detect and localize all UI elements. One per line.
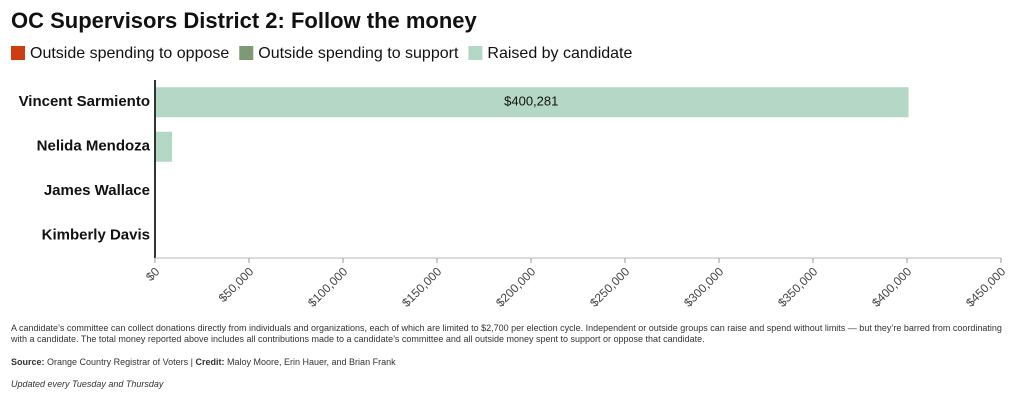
y-tick-label: Kimberly Davis xyxy=(42,227,150,244)
x-tick-label: $100,000 xyxy=(305,264,351,310)
x-tick-label: $400,000 xyxy=(869,264,915,310)
x-tick-label: $50,000 xyxy=(216,264,257,305)
y-tick-label: Vincent Sarmiento xyxy=(19,93,150,110)
credit-label: Credit: xyxy=(195,357,225,367)
x-tick-label: $0 xyxy=(143,264,163,284)
y-tick-label: James Wallace xyxy=(44,182,150,199)
source-label: Source: xyxy=(11,357,45,367)
credit: Maloy Moore, Erin Hauer, and Brian Frank xyxy=(227,357,396,367)
separator: | xyxy=(190,357,193,367)
chart-title: OC Supervisors District 2: Follow the mo… xyxy=(11,8,478,33)
legend-label: Outside spending to support xyxy=(258,45,459,62)
x-tick-label: $150,000 xyxy=(399,264,445,310)
value-label: $400,281 xyxy=(504,94,558,109)
y-tick-label: Nelida Mendoza xyxy=(37,138,151,155)
legend-label: Outside spending to oppose xyxy=(30,45,229,62)
legend-swatch xyxy=(468,46,483,60)
source: Orange Country Registrar of Voters xyxy=(47,357,189,367)
legend-label: Raised by candidate xyxy=(487,45,632,62)
source-line: Source: Orange Country Registrar of Vote… xyxy=(11,357,1011,368)
chart: OC Supervisors District 2: Follow the mo… xyxy=(11,8,1009,310)
bar xyxy=(156,131,172,162)
x-tick-label: $300,000 xyxy=(681,264,727,310)
x-tick-label: $350,000 xyxy=(775,264,821,310)
x-tick-label: $200,000 xyxy=(493,264,539,310)
x-tick-label: $250,000 xyxy=(587,264,633,310)
bar xyxy=(156,87,909,118)
legend-swatch xyxy=(239,46,254,60)
note: A candidate’s committee can collect dona… xyxy=(11,323,1002,344)
updated: Updated every Tuesday and Thursday xyxy=(11,379,164,389)
legend-swatch xyxy=(11,46,25,60)
x-tick-label: $450,000 xyxy=(963,264,1009,310)
